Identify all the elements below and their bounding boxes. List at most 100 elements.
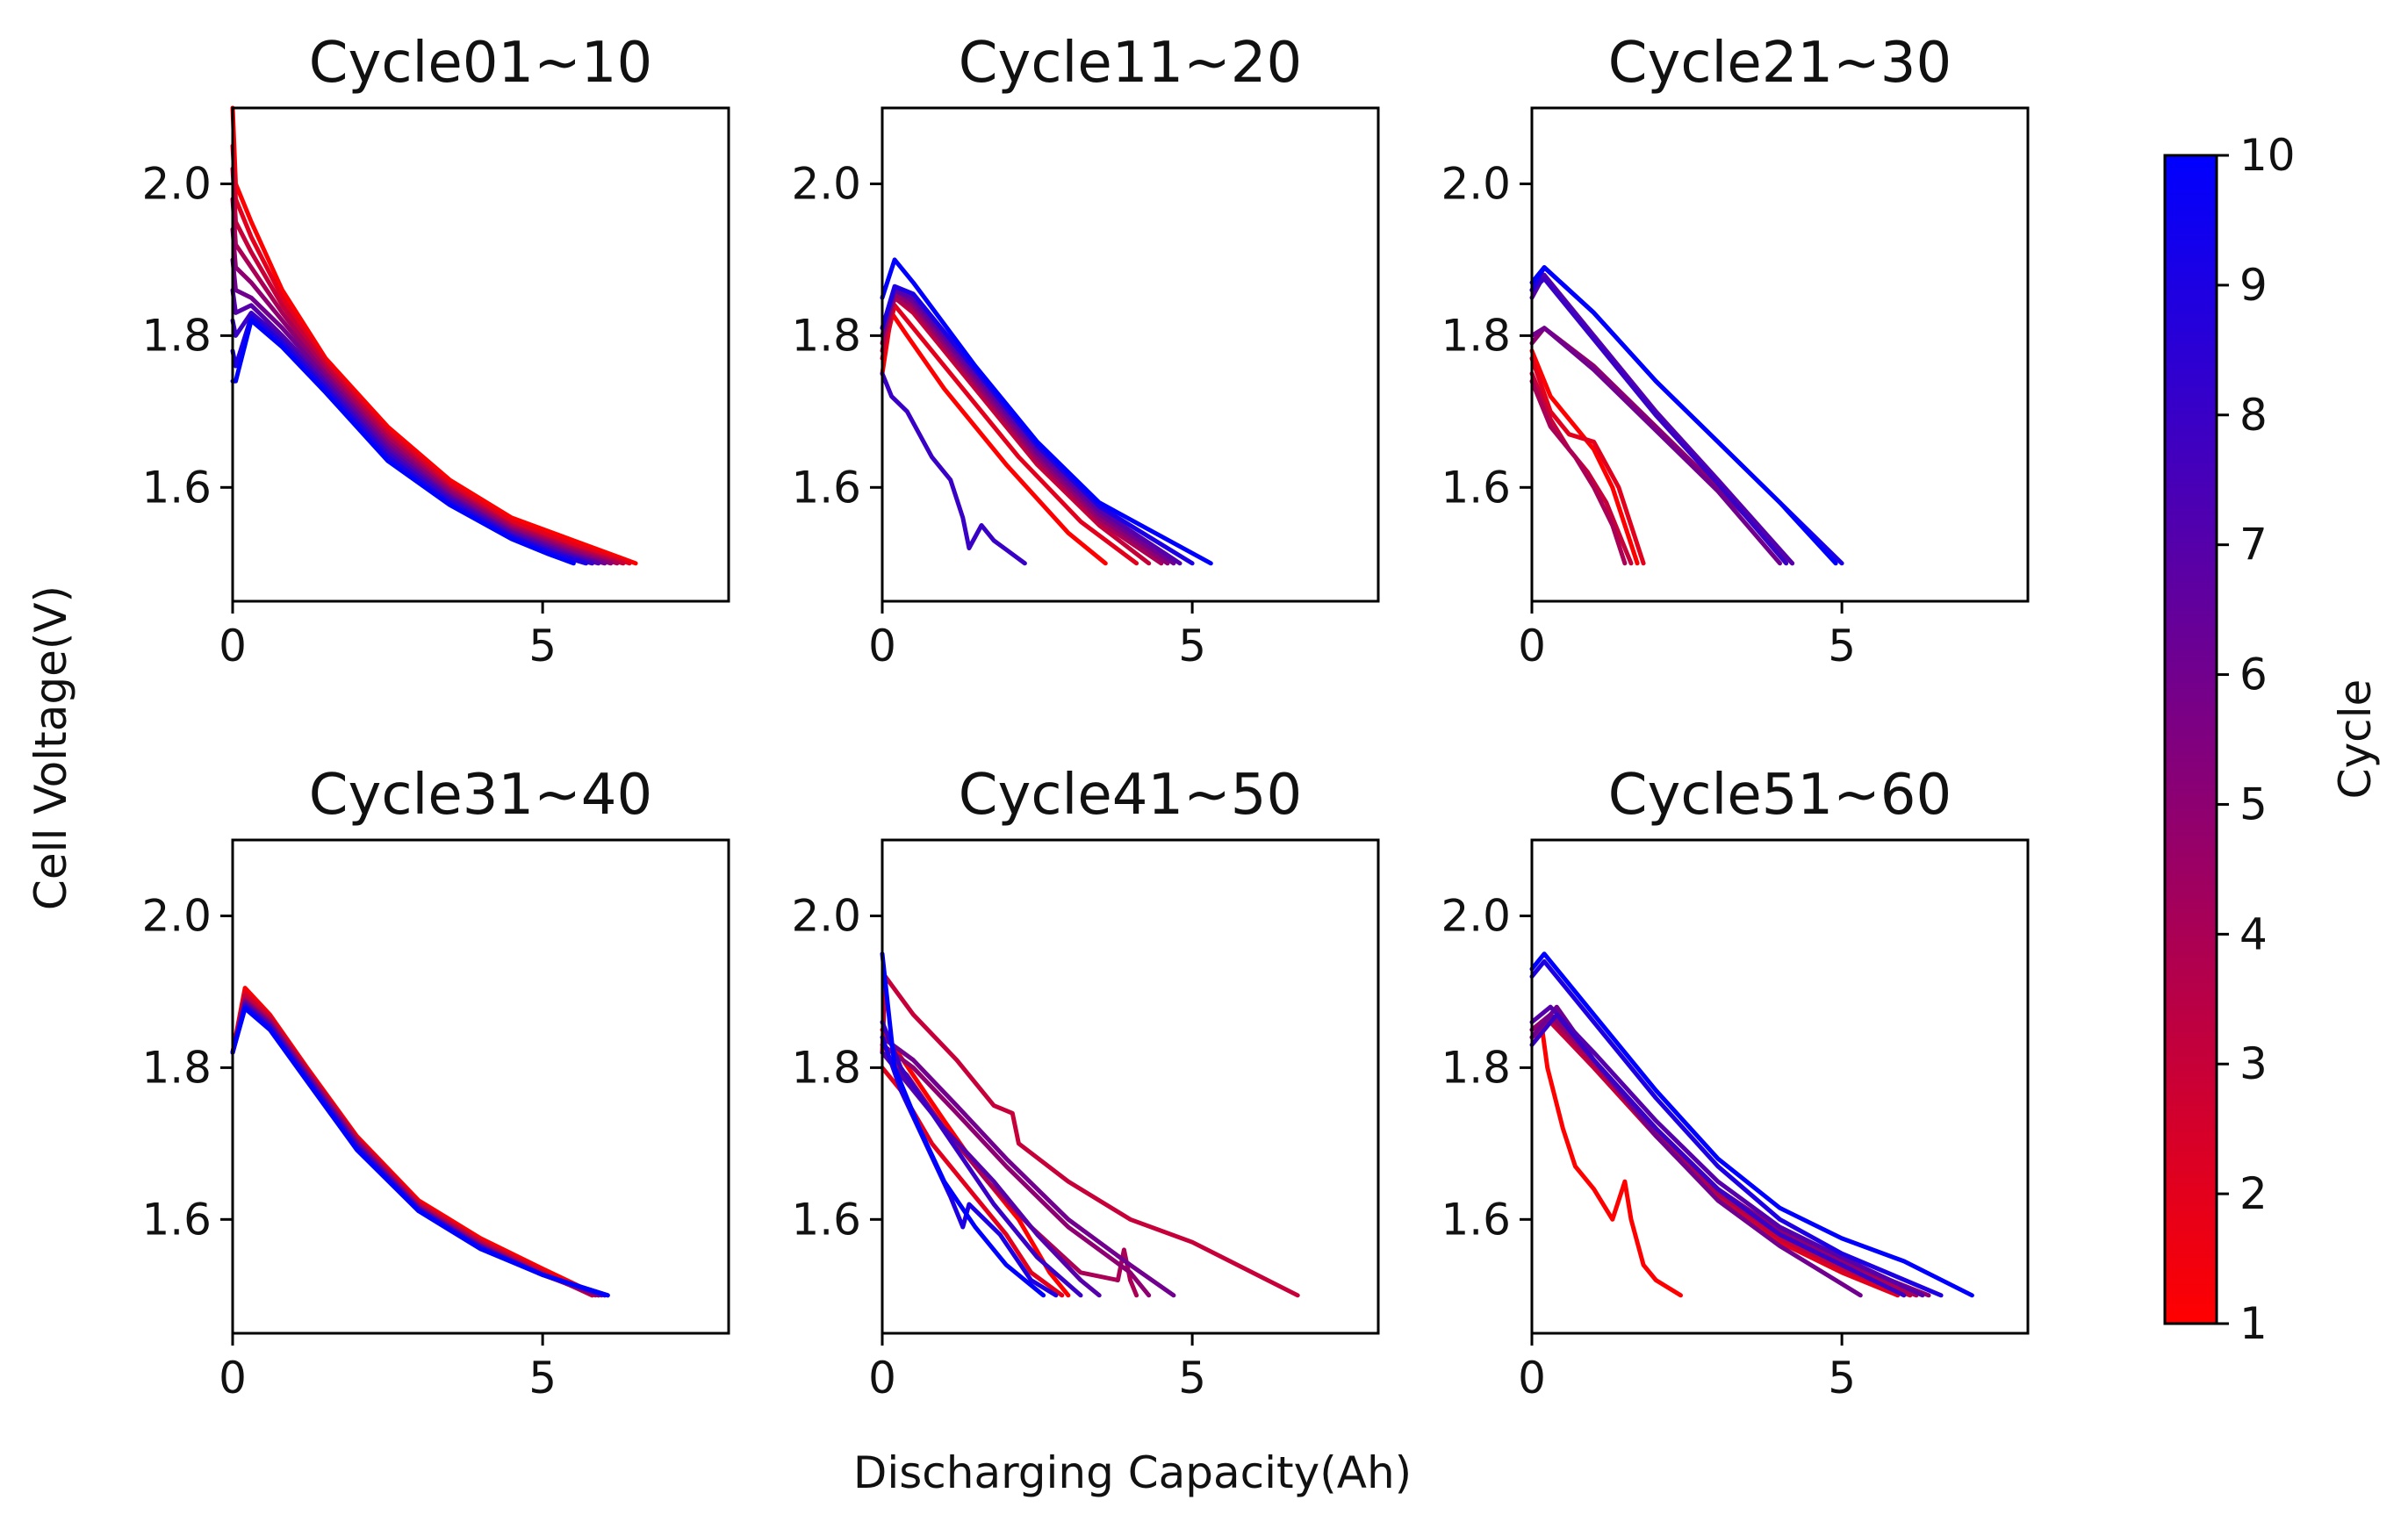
x-tick-label: 5 [528, 621, 557, 671]
series-line-cycle-7 [880, 1050, 1102, 1298]
series-line-cycle-1 [1539, 1020, 1683, 1298]
y-tick-label: 1.8 [1441, 1042, 1511, 1093]
series-line-cycle-10 [1529, 265, 1838, 566]
x-tick-label: 0 [1518, 1353, 1546, 1403]
axes-frame [231, 106, 730, 603]
y-tick-label: 1.6 [141, 1194, 212, 1245]
x-tick-label: 5 [528, 1353, 557, 1403]
subplot-title: Cycle11~20 [959, 31, 1302, 96]
colorbar-label: Cycle [2330, 679, 2381, 800]
series-line-cycle-9 [1529, 958, 1944, 1298]
colorbar-tick-label: 7 [2239, 520, 2268, 571]
colorbar-tick-label: 1 [2239, 1298, 2268, 1349]
subplot-3: Cycle21~30 0 5 1.6 1.8 2.0 [1441, 31, 2030, 671]
y-axis-title: Cell Voltage(V) [25, 585, 76, 910]
y-tick-label: 2.0 [141, 158, 212, 209]
x-tick-label: 5 [1178, 1353, 1206, 1403]
x-tick-label: 5 [1178, 621, 1206, 671]
axes-frame [1530, 838, 2030, 1335]
y-tick-label: 1.6 [1441, 1194, 1511, 1245]
axes-frame [881, 106, 1380, 603]
axes-frame [231, 838, 730, 1335]
y-tick-label: 1.6 [791, 462, 861, 513]
axes-frame [881, 838, 1380, 1335]
series-line-cycle-8 [880, 371, 1027, 566]
series-line-cycle-6 [230, 1000, 604, 1298]
series-line-cycle-1 [1529, 348, 1640, 566]
y-tick-label: 1.8 [141, 1042, 212, 1093]
subplot-4: Cycle31~40 0 5 1.6 1.8 2.0 [141, 763, 730, 1403]
subplot-2: Cycle11~20 0 5 1.6 1.8 2.0 [791, 31, 1380, 671]
x-tick-label: 0 [219, 621, 247, 671]
series-line-cycle-1 [880, 310, 1108, 566]
series-line-cycle-9 [230, 314, 589, 566]
series-line-cycle-4 [1529, 378, 1628, 566]
series-line-cycle-6 [1529, 326, 1782, 566]
y-tick-label: 2.0 [141, 890, 212, 941]
subplot-title: Cycle01~10 [309, 31, 652, 96]
colorbar-tick-label: 3 [2239, 1038, 2268, 1089]
series-line-cycle-6 [1529, 1004, 1863, 1298]
series-line-cycle-9 [880, 284, 1195, 566]
series-line-cycle-3 [230, 166, 626, 566]
y-tick-label: 2.0 [1441, 890, 1511, 941]
series-line-cycle-10 [230, 318, 576, 566]
series-line-cycle-10 [880, 257, 1213, 566]
y-tick-label: 2.0 [791, 158, 861, 209]
series-line-cycle-5 [880, 1042, 1152, 1298]
series-line-cycle-10 [1529, 951, 1974, 1298]
colorbar-gradient [2163, 154, 2218, 1325]
series-line-cycle-4 [230, 197, 620, 566]
series-line-cycle-2 [230, 989, 595, 1298]
colorbar-tick-label: 9 [2239, 260, 2268, 311]
series-line-cycle-1 [230, 105, 638, 566]
series-line-cycle-5 [230, 226, 614, 566]
subplot-grid: Cycle01~10 0 5 1.6 1.8 2.0 Cycle11~20 0 5 1.6 1.8 2… [141, 31, 2030, 1403]
x-tick-label: 5 [1828, 621, 1856, 671]
series-line-cycle-10 [880, 951, 1046, 1298]
colorbar-ticks: 1 2 3 4 5 6 7 8 9 10 [2217, 130, 2296, 1349]
x-tick-label: 0 [219, 1353, 247, 1403]
x-axis-title: Discharging Capacity(Ah) [853, 1447, 1412, 1498]
series-line-cycle-8 [880, 1020, 1083, 1298]
series-line-cycle-8 [1529, 276, 1789, 566]
y-tick-label: 1.8 [791, 1042, 861, 1093]
series-line-cycle-8 [230, 1003, 607, 1298]
series-line-cycle-2 [230, 143, 632, 566]
y-tick-label: 1.8 [1441, 310, 1511, 361]
subplot-1: Cycle01~10 0 5 1.6 1.8 2.0 [141, 31, 730, 671]
y-tick-label: 1.6 [791, 1194, 861, 1245]
axes-frame [1530, 106, 2030, 603]
x-tick-label: 0 [868, 1353, 896, 1403]
series-line-cycle-8 [1529, 1012, 1907, 1298]
series-line-cycle-4 [1529, 1016, 1919, 1298]
colorbar-tick-label: 8 [2239, 390, 2268, 441]
subplot-6: Cycle51~60 0 5 1.6 1.8 2.0 [1441, 763, 2030, 1403]
subplot-title: Cycle31~40 [309, 763, 652, 828]
series-line-cycle-1 [230, 986, 601, 1298]
series-line-cycle-2 [1529, 355, 1646, 566]
series-line-cycle-6 [880, 1035, 1176, 1298]
x-tick-label: 5 [1828, 1353, 1856, 1403]
colorbar-tick-label: 10 [2239, 130, 2296, 181]
x-tick-label: 0 [1518, 621, 1546, 671]
y-tick-label: 2.0 [791, 890, 861, 941]
colorbar-tick-label: 6 [2239, 650, 2268, 700]
x-tick-label: 0 [868, 621, 896, 671]
subplot-title: Cycle41~50 [959, 763, 1302, 828]
y-tick-label: 1.8 [141, 310, 212, 361]
colorbar-tick-label: 5 [2239, 779, 2268, 829]
subplot-title: Cycle21~30 [1608, 31, 1952, 96]
colorbar: 1 2 3 4 5 6 7 8 9 10 Cycle [2163, 130, 2381, 1349]
series-line-cycle-7 [230, 1001, 607, 1298]
subplot-5: Cycle41~50 0 5 1.6 1.8 2.0 [791, 763, 1380, 1403]
y-tick-label: 2.0 [1441, 158, 1511, 209]
colorbar-tick-label: 2 [2239, 1168, 2268, 1219]
series-line-cycle-3 [880, 974, 1300, 1298]
series-line-cycle-7 [1529, 1004, 1925, 1298]
y-tick-label: 1.8 [791, 310, 861, 361]
subplot-title: Cycle51~60 [1608, 763, 1952, 828]
colorbar-tick-label: 4 [2239, 908, 2268, 959]
